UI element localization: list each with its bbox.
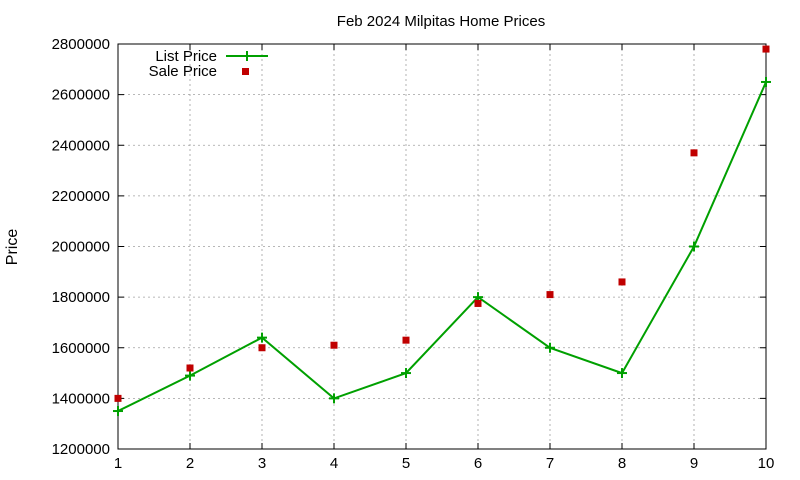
sale-price-point [474, 299, 482, 307]
y-tick-label: 2800000 [52, 36, 110, 53]
y-tick-label: 2400000 [52, 137, 110, 154]
legend-marker-sale-price [242, 68, 249, 75]
x-tick-label: 7 [546, 455, 554, 472]
sale-price-point [186, 364, 194, 372]
x-tick-label: 4 [330, 455, 338, 472]
series-layer [113, 45, 771, 417]
list-price-marker [689, 241, 699, 252]
x-tick-label: 10 [758, 455, 775, 472]
x-tick-label: 6 [474, 455, 482, 472]
list-price-marker [113, 406, 123, 417]
sale-price-point [330, 341, 338, 349]
list-price-marker [761, 76, 771, 87]
legend-label-sale-price: Sale Price [149, 63, 217, 80]
x-tick-label: 1 [114, 455, 122, 472]
sale-price-point [402, 336, 410, 344]
x-tick-label: 2 [186, 455, 194, 472]
sale-price-point [114, 394, 122, 402]
list-price-marker [329, 393, 339, 404]
list-price-marker [617, 368, 627, 379]
x-tick-label: 8 [618, 455, 626, 472]
list-price-marker [545, 342, 555, 353]
x-tick-label: 3 [258, 455, 266, 472]
chart-title: Feb 2024 Milpitas Home Prices [337, 13, 545, 30]
legend-label-list-price: List Price [155, 48, 217, 65]
y-axis-ticks: 1200000 1400000 1600000 1800000 2000000 22000… [52, 36, 766, 458]
y-axis-label: Price [4, 229, 21, 266]
list-price-marker [185, 370, 195, 381]
y-tick-label: 2600000 [52, 87, 110, 104]
sale-price-point [258, 344, 266, 352]
legend-marker-list-price [242, 51, 252, 61]
y-tick-label: 1600000 [52, 340, 110, 357]
series-line-list-price [117, 81, 767, 412]
y-tick-label: 1200000 [52, 441, 110, 458]
x-tick-label: 9 [690, 455, 698, 472]
x-axis-ticks: 1 2 3 4 5 6 7 8 9 10 [114, 44, 775, 472]
y-tick-label: 2000000 [52, 239, 110, 256]
y-tick-label: 1800000 [52, 289, 110, 306]
grid [118, 44, 766, 449]
sale-price-point [762, 45, 770, 53]
legend: List Price Sale Price [149, 48, 268, 80]
x-tick-label: 5 [402, 455, 410, 472]
list-price-marker [257, 332, 267, 343]
list-price-marker [401, 368, 411, 379]
sale-price-point [690, 149, 698, 157]
sale-price-point [618, 278, 626, 286]
y-tick-label: 2200000 [52, 188, 110, 205]
y-tick-label: 1400000 [52, 390, 110, 407]
sale-price-point [546, 291, 554, 299]
